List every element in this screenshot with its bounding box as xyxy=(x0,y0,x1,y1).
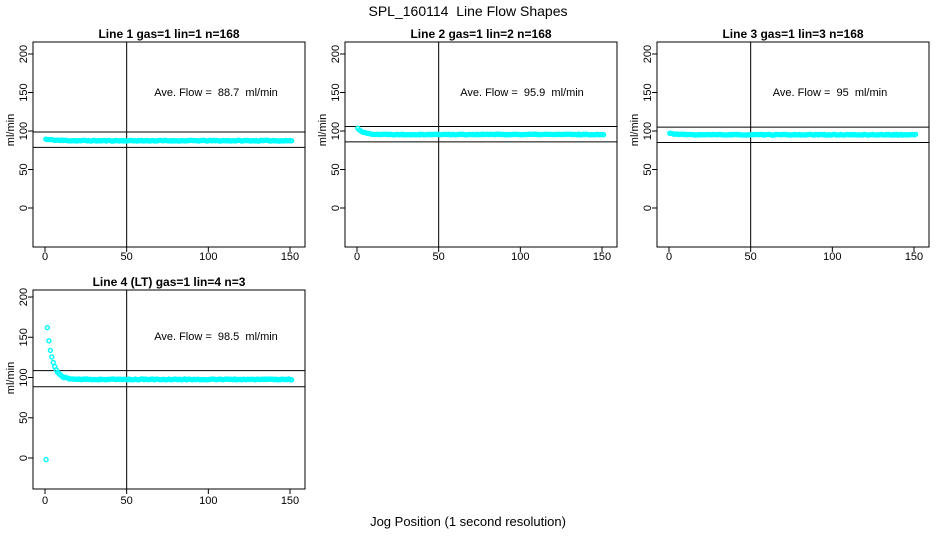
panel1-annotation: Ave. Flow = 88.7 ml/min xyxy=(154,87,278,99)
data-point xyxy=(46,338,52,344)
y-tick-label: 200 xyxy=(642,45,654,63)
x-tick-label: 50 xyxy=(745,251,757,263)
y-tick-label: 50 xyxy=(330,163,342,175)
panel4-annotation: Ave. Flow = 98.5 ml/min xyxy=(154,331,278,343)
data-point xyxy=(288,377,295,383)
y-tick-label: 0 xyxy=(18,455,30,461)
y-tick-label: 0 xyxy=(18,205,30,211)
x-tick-label: 100 xyxy=(199,495,217,507)
y-tick-label: 200 xyxy=(18,288,30,306)
data-point xyxy=(44,324,51,331)
data-point xyxy=(47,347,54,354)
panel3-y-axis-label: ml/min xyxy=(629,113,641,147)
y-tick-label: 100 xyxy=(18,368,30,386)
data-point xyxy=(49,354,55,360)
x-tick-label: 50 xyxy=(121,495,133,507)
x-axis-label: Jog Position (1 second resolution) xyxy=(370,514,566,529)
y-tick-label: 150 xyxy=(18,328,30,346)
y-tick-label: 100 xyxy=(18,122,30,140)
figure-title: SPL_160114 Line Flow Shapes xyxy=(368,3,568,19)
data-point xyxy=(912,131,919,138)
panel1-title: Line 1 gas=1 lin=1 n=168 xyxy=(98,27,240,41)
y-tick-label: 150 xyxy=(642,83,654,101)
x-tick-label: 100 xyxy=(511,251,529,263)
y-tick-label: 200 xyxy=(18,45,30,63)
y-tick-label: 100 xyxy=(642,122,654,140)
x-tick-label: 150 xyxy=(281,251,299,263)
x-tick-label: 0 xyxy=(354,251,360,263)
panel2-title: Line 2 gas=1 lin=2 n=168 xyxy=(410,27,552,41)
x-tick-label: 50 xyxy=(121,251,133,263)
plot-frame xyxy=(32,289,306,490)
x-tick-label: 150 xyxy=(281,495,299,507)
x-tick-label: 100 xyxy=(199,251,217,263)
x-tick-label: 150 xyxy=(593,251,611,263)
plot-frame xyxy=(344,41,618,248)
x-tick-label: 150 xyxy=(905,251,923,263)
panel4-title: Line 4 (LT) gas=1 lin=4 n=3 xyxy=(92,275,246,289)
data-point xyxy=(43,456,49,463)
data-point xyxy=(288,138,295,144)
plot-frame xyxy=(656,41,930,248)
y-tick-label: 150 xyxy=(330,83,342,101)
panel1-y-axis-label: ml/min xyxy=(5,113,17,147)
y-tick-label: 50 xyxy=(18,412,30,424)
data-point xyxy=(50,359,56,366)
y-tick-label: 150 xyxy=(18,83,30,101)
x-tick-label: 50 xyxy=(433,251,445,263)
panel4-y-axis-label: ml/min xyxy=(5,361,17,395)
y-tick-label: 0 xyxy=(642,205,654,211)
panel3-annotation: Ave. Flow = 95 ml/min xyxy=(772,87,888,99)
y-tick-label: 100 xyxy=(330,122,342,140)
y-tick-label: 50 xyxy=(18,163,30,175)
plot-frame xyxy=(32,41,306,248)
panel3-title: Line 3 gas=1 lin=3 n=168 xyxy=(722,27,864,41)
x-tick-label: 0 xyxy=(666,251,672,263)
y-tick-label: 200 xyxy=(330,45,342,63)
x-tick-label: 0 xyxy=(42,251,48,263)
panel2-annotation: Ave. Flow = 95.9 ml/min xyxy=(460,87,584,99)
data-point xyxy=(600,131,607,138)
x-tick-label: 100 xyxy=(823,251,841,263)
panel2-y-axis-label: ml/min xyxy=(317,113,329,147)
x-tick-label: 0 xyxy=(42,495,48,507)
y-tick-label: 50 xyxy=(642,163,654,175)
y-tick-label: 0 xyxy=(330,205,342,211)
